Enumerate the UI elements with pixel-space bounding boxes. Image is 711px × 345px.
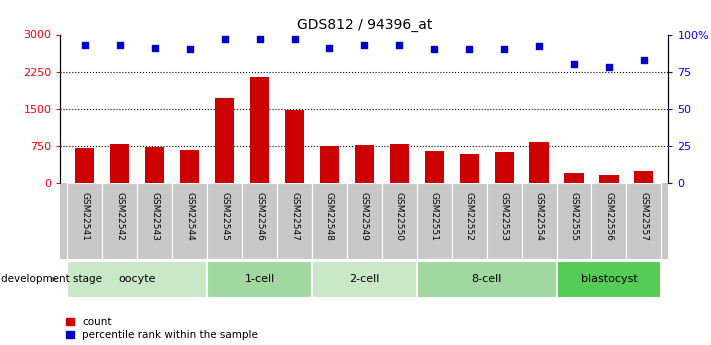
Bar bbox=[68, 183, 102, 259]
Bar bbox=[75, 148, 95, 183]
Bar bbox=[417, 261, 557, 298]
Point bbox=[464, 47, 475, 52]
Text: 2-cell: 2-cell bbox=[349, 275, 380, 284]
Bar bbox=[599, 175, 619, 183]
Bar bbox=[382, 183, 417, 259]
Text: GSM22557: GSM22557 bbox=[639, 192, 648, 241]
Text: GSM22552: GSM22552 bbox=[465, 192, 474, 241]
Bar bbox=[207, 183, 242, 259]
Text: GSM22541: GSM22541 bbox=[80, 192, 90, 241]
Text: GSM22556: GSM22556 bbox=[604, 192, 614, 241]
Bar bbox=[312, 261, 417, 298]
Text: oocyte: oocyte bbox=[119, 275, 156, 284]
Bar bbox=[530, 142, 549, 183]
Text: GSM22553: GSM22553 bbox=[500, 192, 508, 241]
Bar bbox=[459, 154, 479, 183]
Bar bbox=[347, 183, 382, 259]
Text: GSM22548: GSM22548 bbox=[325, 192, 334, 241]
Bar bbox=[285, 110, 304, 183]
Bar bbox=[207, 261, 312, 298]
Bar bbox=[277, 183, 312, 259]
Point bbox=[289, 36, 300, 42]
Text: 8-cell: 8-cell bbox=[471, 275, 502, 284]
Bar bbox=[592, 183, 626, 259]
Point bbox=[358, 42, 370, 48]
Bar bbox=[390, 144, 409, 183]
Text: GSM22543: GSM22543 bbox=[150, 192, 159, 241]
Bar bbox=[417, 183, 451, 259]
Text: 1-cell: 1-cell bbox=[245, 275, 274, 284]
Bar bbox=[451, 183, 486, 259]
Point bbox=[219, 36, 230, 42]
Point bbox=[149, 45, 161, 51]
Text: GSM22551: GSM22551 bbox=[429, 192, 439, 241]
Text: GSM22544: GSM22544 bbox=[185, 192, 194, 241]
Bar bbox=[145, 147, 164, 183]
Bar bbox=[495, 152, 514, 183]
Bar bbox=[215, 98, 234, 183]
Text: GSM22550: GSM22550 bbox=[395, 192, 404, 241]
Bar bbox=[634, 171, 653, 183]
Point bbox=[429, 47, 440, 52]
Point bbox=[533, 43, 545, 49]
Bar bbox=[355, 145, 374, 183]
Bar bbox=[242, 183, 277, 259]
Bar bbox=[172, 183, 207, 259]
Point bbox=[498, 47, 510, 52]
Bar bbox=[250, 77, 269, 183]
Point bbox=[184, 47, 196, 52]
Text: blastocyst: blastocyst bbox=[581, 275, 637, 284]
Point bbox=[114, 42, 126, 48]
Text: GSM22554: GSM22554 bbox=[535, 192, 544, 241]
Bar bbox=[565, 173, 584, 183]
Text: development stage: development stage bbox=[1, 275, 102, 284]
Bar bbox=[68, 261, 207, 298]
Text: GSM22555: GSM22555 bbox=[570, 192, 579, 241]
Text: GSM22547: GSM22547 bbox=[290, 192, 299, 241]
Bar bbox=[110, 144, 129, 183]
Point bbox=[79, 42, 90, 48]
Point bbox=[254, 36, 265, 42]
Bar bbox=[320, 146, 339, 183]
Bar bbox=[557, 183, 592, 259]
Text: GSM22542: GSM22542 bbox=[115, 192, 124, 241]
Legend: count, percentile rank within the sample: count, percentile rank within the sample bbox=[65, 317, 258, 340]
Bar bbox=[137, 183, 172, 259]
Text: GSM22546: GSM22546 bbox=[255, 192, 264, 241]
Point bbox=[324, 45, 335, 51]
Bar bbox=[312, 183, 347, 259]
Bar bbox=[424, 151, 444, 183]
Bar bbox=[102, 183, 137, 259]
Bar bbox=[486, 183, 522, 259]
Bar bbox=[522, 183, 557, 259]
Text: GSM22545: GSM22545 bbox=[220, 192, 229, 241]
Point bbox=[638, 57, 650, 62]
Text: GSM22549: GSM22549 bbox=[360, 192, 369, 241]
Point bbox=[568, 61, 579, 67]
Point bbox=[603, 65, 614, 70]
Bar bbox=[626, 183, 661, 259]
Title: GDS812 / 94396_at: GDS812 / 94396_at bbox=[296, 18, 432, 32]
Point bbox=[394, 42, 405, 48]
Bar bbox=[557, 261, 661, 298]
Bar bbox=[180, 150, 199, 183]
